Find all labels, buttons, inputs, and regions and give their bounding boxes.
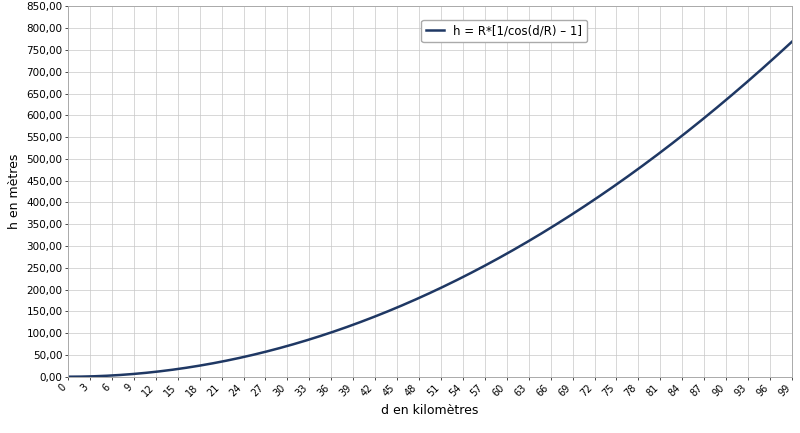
h = R*[1/cos(d/R) – 1] [766,58,775,64]
h = R*[1/cos(d/R) – 1] [415,295,425,300]
Line: h = R*[1/cos(d/R) – 1]: h = R*[1/cos(d/R) – 1] [68,42,792,377]
Y-axis label: h en mètres: h en mètres [8,154,21,229]
h = R*[1/cos(d/R) – 1] [766,58,776,63]
h = R*[1/cos(d/R) – 1] [396,303,406,308]
h = R*[1/cos(d/R) – 1] [787,39,797,44]
h = R*[1/cos(d/R) – 1] [63,374,73,379]
h = R*[1/cos(d/R) – 1] [634,166,643,171]
h = R*[1/cos(d/R) – 1] [100,373,110,378]
Legend: h = R*[1/cos(d/R) – 1]: h = R*[1/cos(d/R) – 1] [422,20,587,42]
X-axis label: d en kilomètres: d en kilomètres [382,404,478,417]
